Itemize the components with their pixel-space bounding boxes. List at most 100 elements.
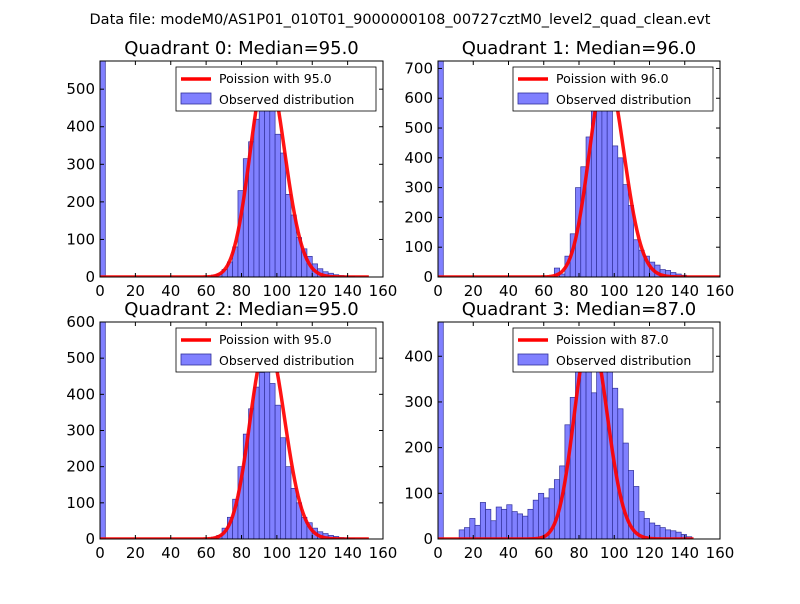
hist-bar [654, 524, 661, 539]
panel-title: Quadrant 3: Median=87.0 [462, 299, 697, 320]
x-tick-label: 120 [298, 282, 327, 300]
hist-bar [253, 118, 260, 277]
poisson-curve [100, 68, 369, 277]
hist-bar [285, 466, 292, 539]
hist-bar [495, 506, 502, 539]
plot-area [100, 61, 369, 277]
x-tick-label: 120 [298, 544, 327, 562]
legend-hist-swatch [180, 92, 212, 105]
x-tick-label: 140 [670, 282, 699, 300]
hist-bar [527, 508, 534, 539]
poisson-curve [100, 340, 369, 539]
legend-hist-swatch [517, 353, 549, 366]
y-tick-label: 700 [404, 59, 433, 77]
x-tick-label: 100 [263, 544, 292, 562]
hist-bar [290, 488, 297, 539]
x-tick-label: 140 [333, 544, 362, 562]
legend-hist-swatch [180, 353, 212, 366]
x-tick-label: 0 [433, 544, 443, 562]
x-tick-label: 80 [232, 544, 251, 562]
hist-bar [516, 513, 523, 539]
hist-bar [622, 184, 629, 277]
legend-hist-label: Observed distribution [556, 92, 691, 107]
y-tick-label: 0 [423, 268, 433, 286]
x-tick-label: 60 [197, 282, 216, 300]
x-tick-label: 0 [433, 282, 443, 300]
hist-bar [269, 383, 276, 539]
x-tick-label: 60 [197, 544, 216, 562]
x-tick-label: 20 [464, 282, 483, 300]
x-tick-label: 20 [464, 544, 483, 562]
hist-bar [100, 61, 106, 277]
hist-bar [585, 355, 592, 539]
y-tick-label: 100 [66, 230, 95, 248]
x-tick-label: 140 [670, 544, 699, 562]
legend: Poission with 96.0 Observed distribution [512, 66, 714, 112]
y-tick-label: 200 [404, 208, 433, 226]
hist-bar [506, 504, 513, 539]
hist-bar [258, 372, 265, 539]
x-tick-label: 0 [95, 282, 105, 300]
hist-bar [280, 152, 287, 277]
legend: Poission with 95.0 Observed distribution [175, 327, 377, 373]
y-tick-label: 200 [66, 193, 95, 211]
hist-bar [501, 508, 508, 539]
y-tick-label: 400 [66, 118, 95, 136]
x-tick-label: 160 [706, 544, 735, 562]
y-tick-label: 0 [85, 268, 95, 286]
panel-quadrant-2: Quadrant 2: Median=95.0 0 20 40 60 80 100 120 14… [66, 299, 397, 562]
figure-title: Data file: modeM0/AS1P01_010T01_90000001… [90, 12, 711, 28]
panel-title: Quadrant 0: Median=95.0 [124, 38, 359, 59]
x-tick-label: 100 [600, 544, 629, 562]
y-tick-label: 400 [66, 385, 95, 403]
hist-bar [580, 365, 587, 539]
x-tick-label: 120 [635, 282, 664, 300]
hist-bar [269, 105, 276, 277]
y-tick-label: 600 [404, 89, 433, 107]
hist-bar [485, 508, 492, 539]
hist-bar [622, 442, 629, 539]
y-tick-label: 200 [404, 439, 433, 457]
legend: Poission with 87.0 Observed distribution [512, 327, 714, 373]
hist-bar [253, 386, 260, 539]
hist-bar [601, 91, 608, 277]
y-tick-label: 100 [404, 484, 433, 502]
x-tick-label: 0 [95, 544, 105, 562]
panel-title: Quadrant 1: Median=96.0 [462, 38, 697, 59]
x-tick-label: 20 [126, 282, 145, 300]
hist-bar [511, 511, 518, 539]
y-tick-label: 0 [423, 530, 433, 548]
y-tick-label: 400 [404, 347, 433, 365]
x-tick-label: 40 [161, 544, 180, 562]
y-tick-label: 300 [66, 422, 95, 440]
hist-bar [285, 194, 292, 277]
x-tick-label: 40 [499, 282, 518, 300]
legend-poisson-label: Poission with 95.0 [219, 71, 332, 86]
hist-bar [633, 239, 640, 277]
y-tick-label: 500 [404, 119, 433, 137]
x-tick-label: 60 [534, 544, 553, 562]
legend-poisson-label: Poission with 87.0 [556, 332, 669, 347]
hist-bar [274, 133, 281, 277]
panel-quadrant-0: Quadrant 0: Median=95.0 0 20 40 60 80 100 120 14… [66, 38, 397, 300]
x-tick-label: 80 [569, 282, 588, 300]
y-tick-label: 100 [404, 238, 433, 256]
hist-bar [264, 365, 271, 539]
y-tick-label: 300 [404, 393, 433, 411]
hist-bar [538, 492, 545, 539]
x-tick-label: 80 [232, 282, 251, 300]
x-tick-label: 120 [635, 544, 664, 562]
x-tick-label: 40 [161, 282, 180, 300]
y-tick-label: 100 [66, 494, 95, 512]
x-tick-label: 100 [263, 282, 292, 300]
panel-title: Quadrant 2: Median=95.0 [124, 299, 359, 320]
x-tick-label: 60 [534, 282, 553, 300]
x-tick-label: 140 [333, 282, 362, 300]
x-tick-label: 20 [126, 544, 145, 562]
legend: Poission with 95.0 Observed distribution [175, 66, 377, 112]
legend-hist-swatch [517, 92, 549, 105]
hist-bar [280, 437, 287, 539]
panel-quadrant-1: Quadrant 1: Median=96.0 0 20 40 60 80 100 120 14… [404, 38, 734, 300]
hist-bar [474, 524, 481, 539]
